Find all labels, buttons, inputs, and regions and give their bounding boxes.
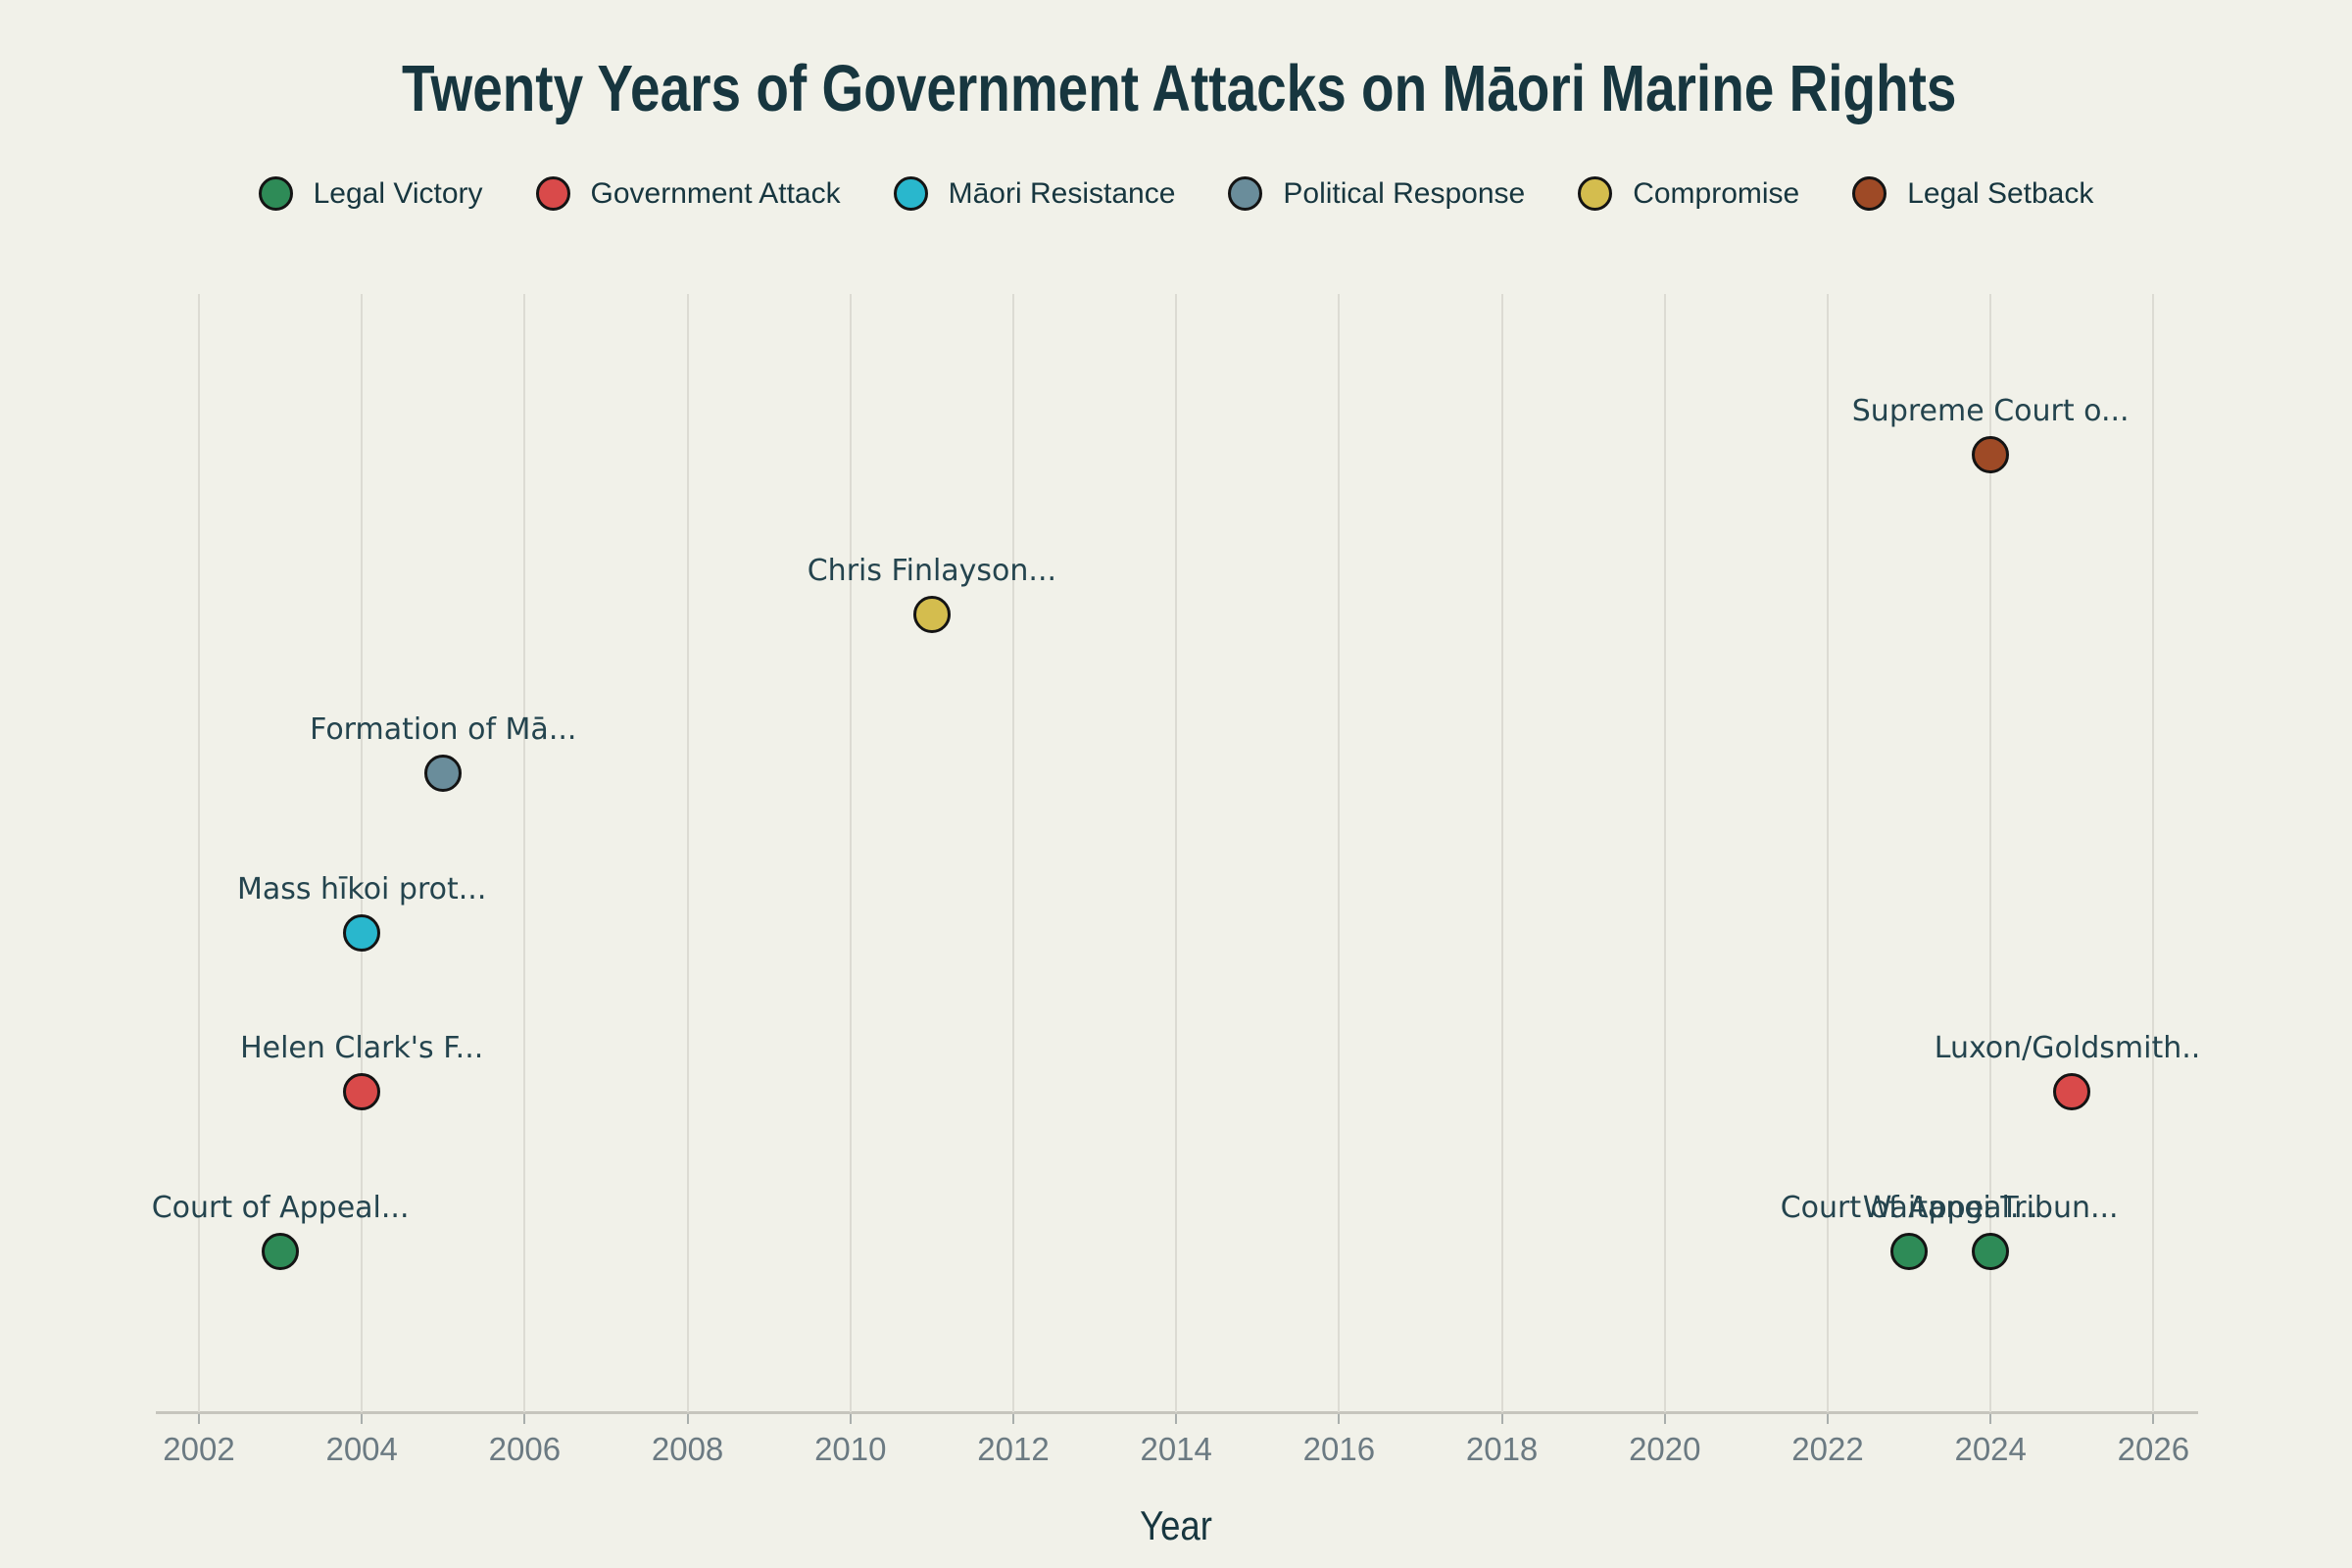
tick-label-2022: 2022 <box>1791 1431 1864 1467</box>
event-dot-helen-clark-s-f-2004 <box>343 1073 381 1110</box>
tick-label-2026: 2026 <box>2117 1431 2190 1467</box>
legend-label: Māori Resistance <box>948 176 1176 210</box>
tick-label-2024: 2024 <box>1954 1431 2027 1467</box>
legend-marker-maori-resistance <box>893 176 928 211</box>
tick-mark-2014 <box>1175 1414 1178 1424</box>
tick-mark-2026 <box>2152 1414 2155 1424</box>
tick-mark-2012 <box>1012 1414 1014 1424</box>
legend-marker-compromise <box>1578 176 1613 211</box>
tick-mark-2016 <box>1338 1414 1341 1424</box>
x-axis-line <box>156 1411 2198 1414</box>
event-dot-luxon-goldsmith-2025 <box>2053 1073 2091 1110</box>
legend-label: Legal Victory <box>313 176 483 210</box>
gridline-2014 <box>1175 294 1178 1412</box>
event-dot-court-of-appeal-2023 <box>1890 1233 1929 1270</box>
legend-item-political-response: Political Response <box>1228 176 1525 211</box>
gridline-2010 <box>849 294 852 1412</box>
legend-label: Compromise <box>1633 176 1800 210</box>
chart-title: Twenty Years of Government Attacks on Mā… <box>401 52 1957 125</box>
gridline-2026 <box>2152 294 2155 1412</box>
tick-mark-2008 <box>686 1414 689 1424</box>
tick-mark-2004 <box>361 1414 364 1424</box>
legend-item-legal-victory: Legal Victory <box>258 176 483 211</box>
gridline-2016 <box>1338 294 1341 1412</box>
tick-mark-2010 <box>849 1414 852 1424</box>
tick-label-2020: 2020 <box>1629 1431 1701 1467</box>
legend-marker-legal-victory <box>258 176 293 211</box>
gridline-2022 <box>1827 294 1829 1412</box>
tick-label-2018: 2018 <box>1465 1431 1539 1467</box>
tick-mark-2020 <box>1663 1414 1666 1424</box>
legend-marker-legal-setback <box>1852 176 1887 211</box>
gridline-2006 <box>523 294 526 1412</box>
event-dot-supreme-court-o-2024 <box>1972 436 2010 473</box>
event-label-formation-of-ma: Formation of Mā... <box>310 712 577 747</box>
gridline-2008 <box>686 294 689 1412</box>
event-label-chris-finlayson: Chris Finlayson... <box>807 554 1057 588</box>
chart-legend: Legal Victory Government Attack Māori Resi… <box>0 176 2352 211</box>
tick-label-2016: 2016 <box>1302 1431 1376 1467</box>
event-label-mass-hikoi-prot: Mass hīkoi prot... <box>236 872 487 906</box>
tick-label-2008: 2008 <box>651 1431 724 1467</box>
legend-item-maori-resistance: Māori Resistance <box>893 176 1176 211</box>
tick-label-2014: 2014 <box>1140 1431 1212 1467</box>
legend-marker-government-attack <box>535 176 570 211</box>
legend-item-compromise: Compromise <box>1578 176 1799 211</box>
x-axis-title: Year <box>1140 1502 1212 1548</box>
tick-label-2012: 2012 <box>977 1431 1050 1467</box>
gridline-2020 <box>1663 294 1666 1412</box>
legend-marker-political-response <box>1228 176 1263 211</box>
gridline-2018 <box>1500 294 1503 1412</box>
tick-mark-2024 <box>1989 1414 1992 1424</box>
event-label-court-of-appeal: Court of Appeal... <box>1780 1191 2038 1225</box>
event-dot-formation-of-ma-2005 <box>424 755 463 792</box>
event-dot-mass-hikoi-prot-2004 <box>343 914 381 952</box>
event-label-court-of-appeal: Court of Appeal... <box>151 1191 410 1225</box>
tick-label-2006: 2006 <box>488 1431 562 1467</box>
tick-label-2004: 2004 <box>325 1431 398 1467</box>
tick-mark-2006 <box>523 1414 526 1424</box>
legend-label: Legal Setback <box>1907 176 2094 210</box>
tick-mark-2002 <box>198 1414 200 1424</box>
event-label-supreme-court-o: Supreme Court o... <box>1851 394 2130 428</box>
event-label-helen-clark-s-f: Helen Clark's F... <box>240 1031 484 1065</box>
tick-mark-2022 <box>1827 1414 1829 1424</box>
event-label-luxon-goldsmith: Luxon/Goldsmith... <box>1934 1031 2199 1065</box>
legend-label: Government Attack <box>590 176 841 210</box>
event-label-waitangi-tribun: Waitangi Tribun... <box>1862 1191 2119 1225</box>
gridline-2012 <box>1012 294 1014 1412</box>
legend-item-legal-setback: Legal Setback <box>1852 176 2093 211</box>
plot-area: 2002 2004 2006 2008 2010 2012 2014 2016 2018 2020… <box>151 294 2199 1467</box>
gridline-2004 <box>361 294 364 1412</box>
legend-item-government-attack: Government Attack <box>535 176 841 211</box>
event-dot-chris-finlayson-2011 <box>912 596 951 633</box>
gridline-2024 <box>1989 294 1992 1412</box>
event-dot-court-of-appeal-2003 <box>262 1233 300 1270</box>
gridline-2002 <box>198 294 200 1412</box>
tick-label-2010: 2010 <box>814 1431 887 1467</box>
legend-label: Political Response <box>1283 176 1526 210</box>
tick-mark-2018 <box>1500 1414 1503 1424</box>
tick-label-2002: 2002 <box>163 1431 235 1467</box>
event-dot-waitangi-tribun-2024 <box>1972 1233 2010 1270</box>
